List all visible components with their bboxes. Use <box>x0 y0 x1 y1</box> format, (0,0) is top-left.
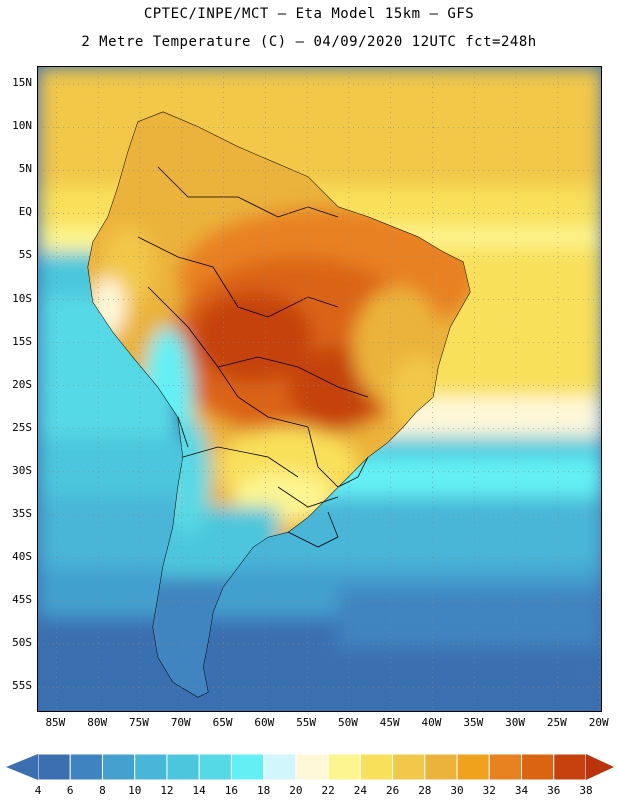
longitude-tick-label: 30W <box>505 716 525 729</box>
latitude-tick-label: 55S <box>12 679 32 693</box>
longitude-tick-label: 70W <box>170 716 191 729</box>
latitude-tick-label: 10N <box>12 119 32 133</box>
map-title-line2: 2 Metre Temperature (C) – 04/09/2020 12U… <box>81 34 537 50</box>
colorbar-tick-label: 4 <box>34 784 42 797</box>
colorbar-cell <box>521 753 555 781</box>
graticule <box>38 67 601 711</box>
colorbar-cell <box>424 753 458 781</box>
colorbar-tick-label: 18 <box>257 784 271 797</box>
colorbar-tick-label: 22 <box>321 784 335 797</box>
colorbar-left-arrow <box>6 754 38 780</box>
latitude-tick-label: 25S <box>12 420 32 434</box>
longitude-tick-label: 55W <box>296 716 317 729</box>
map-canvas <box>38 67 601 711</box>
colorbar-tick-label: 28 <box>418 784 432 797</box>
latitude-tick-label: 30S <box>12 463 32 477</box>
longitude-tick-label: 60W <box>254 716 275 729</box>
longitude-tick-label: 50W <box>337 716 358 729</box>
latitude-tick-label: 5S <box>18 248 32 262</box>
latitude-tick-label: 50S <box>12 636 32 650</box>
colorbar-tick-label: 12 <box>160 784 174 797</box>
colorbar-cell <box>166 753 200 781</box>
colorbar-tick-label: 30 <box>450 784 464 797</box>
longitude-tick-label: 85W <box>45 716 66 729</box>
colorbar-tick-label: 32 <box>482 784 496 797</box>
latitude-tick-label: 45S <box>12 593 32 607</box>
colorbar-cell <box>488 753 523 781</box>
colorbar-tick-label: 14 <box>192 784 206 797</box>
longitude-tick-label: 75W <box>129 716 149 729</box>
colorbar-cell <box>69 753 103 781</box>
longitude-tick-label: 45W <box>379 716 400 729</box>
longitude-tick-label: 35W <box>463 716 484 729</box>
colorbar <box>6 753 614 781</box>
colorbar-tick-label: 6 <box>66 784 74 797</box>
colorbar-tick-label: 16 <box>224 784 239 797</box>
longitude-tick-label: 65W <box>212 716 233 729</box>
latitude-tick-label: 15S <box>12 334 32 348</box>
colorbar-cell <box>101 753 136 781</box>
colorbar-cell <box>37 753 71 781</box>
map-title-line1: CPTEC/INPE/MCT – Eta Model 15km – GFS <box>143 6 475 22</box>
colorbar-cell <box>263 753 297 781</box>
colorbar-cell <box>392 753 426 781</box>
latitude-tick-label: 10S <box>12 291 32 305</box>
latitude-tick-label: 5N <box>18 162 32 176</box>
country-borders <box>137 166 369 548</box>
colorbar-tick-label: 20 <box>289 784 303 797</box>
colorbar-tick-label: 38 <box>579 784 593 797</box>
colorbar-cell <box>230 753 265 781</box>
latitude-tick-label: 15N <box>12 76 32 90</box>
colorbar-cell <box>553 753 587 781</box>
longitude-tick-label: 25W <box>546 716 567 729</box>
colorbar-tick-label: 36 <box>547 784 561 797</box>
colorbar-cell <box>327 753 361 781</box>
temperature-map <box>37 66 602 712</box>
colorbar-tick-label: 26 <box>385 784 400 797</box>
colorbar-tick-label: 24 <box>353 784 367 797</box>
colorbar-cell <box>456 753 490 781</box>
colorbar-cell <box>134 753 168 781</box>
colorbar-cell <box>359 753 394 781</box>
latitude-tick-label: EQ <box>18 205 32 219</box>
colorbar-right-arrow <box>586 754 614 780</box>
latitude-tick-label: 20S <box>12 377 32 391</box>
colorbar-tick-label: 8 <box>99 784 106 797</box>
colorbar-tick-label: 10 <box>128 784 142 797</box>
latitude-tick-label: 40S <box>12 549 32 563</box>
colorbar-cell <box>295 753 329 781</box>
longitude-tick-label: 40W <box>421 716 442 729</box>
longitude-tick-label: 20W <box>588 716 609 729</box>
colorbar-cell <box>198 753 232 781</box>
colorbar-tick-label: 34 <box>514 784 529 797</box>
longitude-tick-label: 80W <box>87 716 108 729</box>
latitude-tick-label: 35S <box>12 506 32 520</box>
